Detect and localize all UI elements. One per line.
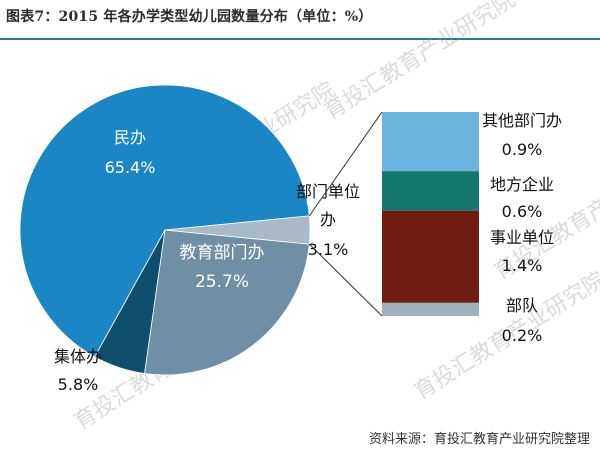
slice-name-3-line-1: 部门单位 — [296, 182, 360, 201]
slice-name-2: 集体办 — [54, 347, 102, 366]
bar-segment-0 — [382, 112, 479, 172]
bar-name-1: 地方企业 — [490, 175, 554, 194]
bar-value-1: 0.6% — [502, 202, 543, 221]
connector-top — [308, 111, 383, 217]
bar-value-3: 0.2% — [502, 326, 543, 345]
slice-value-2: 5.8% — [58, 375, 99, 394]
slice-value-3: 3.1% — [308, 240, 349, 259]
bar-value-0: 0.9% — [502, 140, 543, 159]
pie-slice-1 — [144, 229, 310, 376]
source-note: 资料来源：育投汇教育产业研究院整理 — [368, 432, 590, 447]
bar-segment-1 — [382, 171, 479, 211]
watermark-1: 育投汇教育产业研究院 — [320, 0, 520, 125]
slice-name-0: 民办 — [114, 128, 146, 147]
bar-name-0: 其他部门办 — [482, 111, 562, 130]
bar-name-2: 事业单位 — [490, 228, 554, 247]
pie-slice-0 — [19, 84, 310, 358]
slice-value-0: 65.4% — [105, 158, 156, 177]
slice-name-3-line-2: 办 — [320, 210, 336, 229]
connector-bottom — [308, 243, 383, 317]
bar-segment-2 — [382, 210, 479, 303]
slice-value-1: 25.7% — [195, 272, 249, 292]
pie-slice-3 — [164, 215, 311, 245]
bar-name-3: 部队 — [506, 296, 538, 315]
slice-name-1: 教育部门办 — [180, 243, 265, 263]
bar-segment-3 — [382, 302, 479, 316]
chart-title: 图表7：2015 年各办学类型幼儿园数量分布（单位：%） — [6, 9, 373, 25]
title-rule — [0, 38, 600, 40]
bar-value-2: 1.4% — [502, 256, 543, 275]
